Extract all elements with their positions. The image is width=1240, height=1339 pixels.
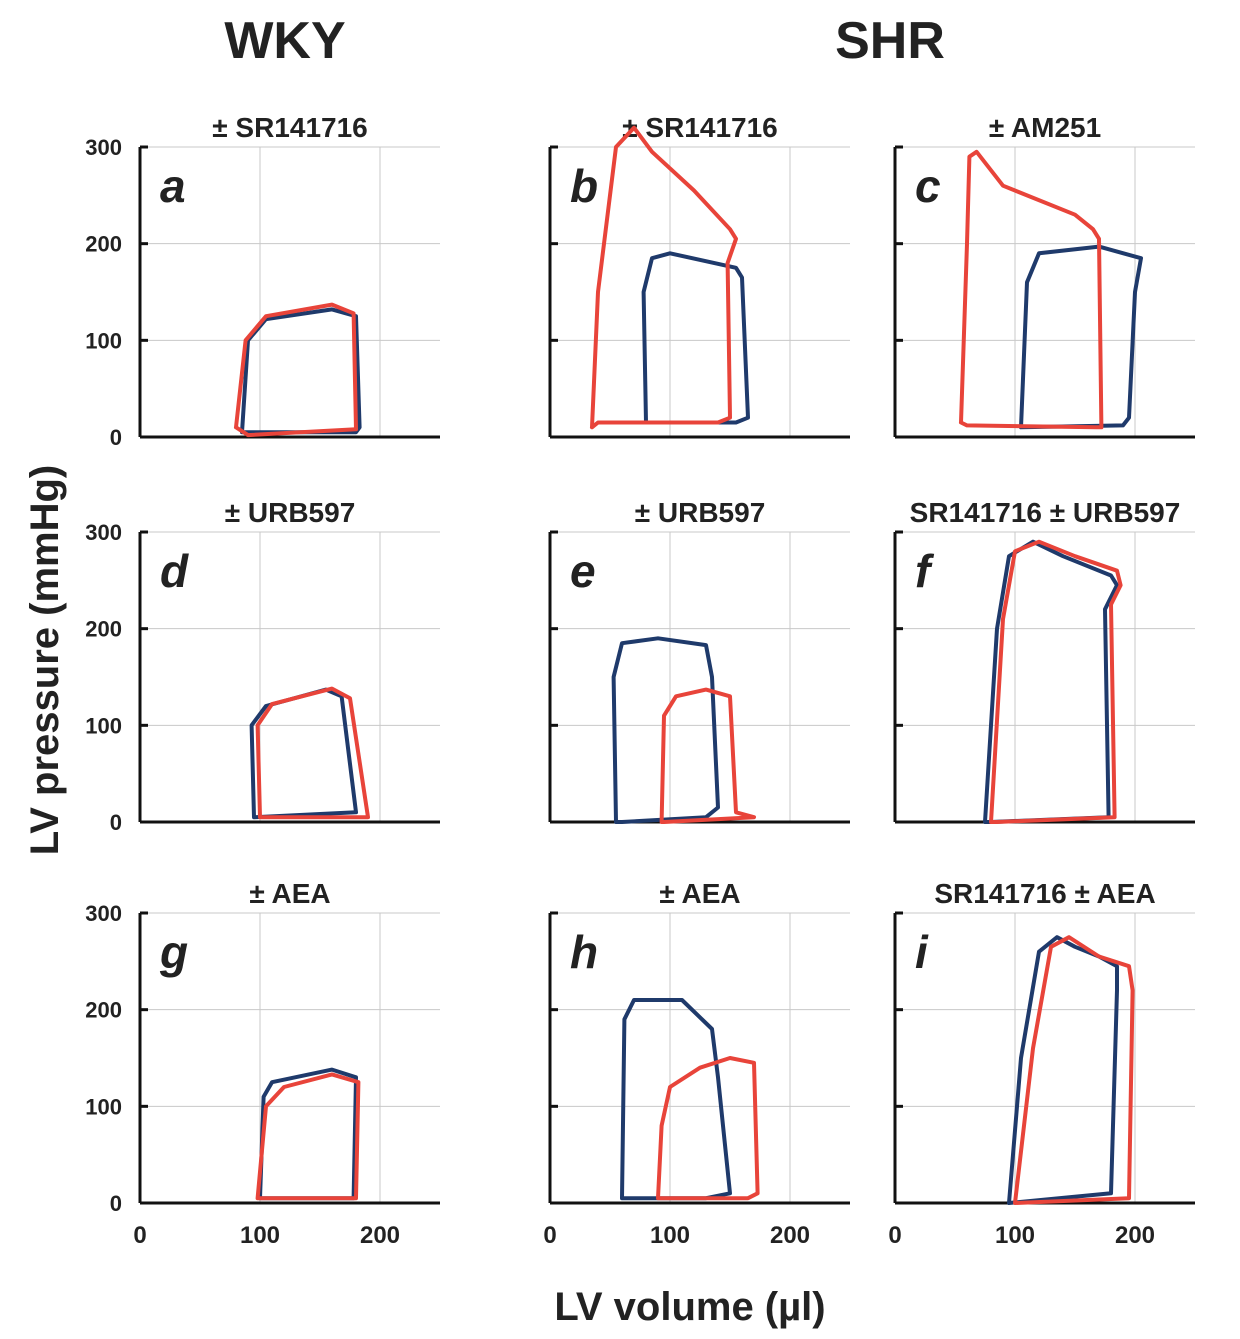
panel-letter: f xyxy=(915,545,935,597)
pv-loop xyxy=(611,636,720,824)
pv-loop xyxy=(983,539,1119,824)
y-tick-label: 200 xyxy=(85,232,122,257)
y-tick-label: 0 xyxy=(110,425,122,450)
y-tick-label: 100 xyxy=(85,713,122,738)
panel-letter: h xyxy=(570,926,598,978)
pv-loop xyxy=(656,1056,760,1201)
panel-letter: c xyxy=(915,160,941,212)
y-tick-label: 200 xyxy=(85,998,122,1023)
panel-title: ± SR141716 xyxy=(212,112,367,143)
panel-title: ± AEA xyxy=(249,878,330,909)
panel-title: ± AEA xyxy=(659,878,740,909)
panel-letter: b xyxy=(570,160,598,212)
x-tick-label: 100 xyxy=(995,1222,1035,1249)
y-tick-label: 100 xyxy=(85,328,122,353)
panel-letter: d xyxy=(160,545,189,597)
pv-loop xyxy=(959,149,1104,430)
pv-loop xyxy=(641,251,750,425)
pv-loop xyxy=(255,1072,361,1201)
y-tick-label: 100 xyxy=(85,1094,122,1119)
x-tick-label: 200 xyxy=(1115,1222,1155,1249)
pv-loop xyxy=(234,302,358,438)
x-tick-label: 0 xyxy=(543,1222,556,1249)
pv-loop xyxy=(255,686,370,820)
y-tick-label: 300 xyxy=(85,135,122,160)
y-tick-label: 0 xyxy=(110,810,122,835)
y-tick-label: 300 xyxy=(85,901,122,926)
x-tick-label: 200 xyxy=(770,1222,810,1249)
y-axis-label: LV pressure (mmHg) xyxy=(23,465,67,855)
y-tick-label: 0 xyxy=(110,1191,122,1216)
pv-loop xyxy=(1007,935,1119,1205)
panel-title: ± URB597 xyxy=(635,497,766,528)
panel-letter: a xyxy=(160,160,186,212)
panel-title: ± SR141716 xyxy=(622,112,777,143)
x-tick-label: 0 xyxy=(888,1222,901,1249)
x-tick-label: 200 xyxy=(360,1222,400,1249)
pv-loop xyxy=(590,125,738,430)
panel-letter: g xyxy=(159,926,188,978)
y-tick-label: 300 xyxy=(85,520,122,545)
column-header: WKY xyxy=(224,12,345,70)
x-tick-label: 100 xyxy=(650,1222,690,1249)
panel-title: ± AM251 xyxy=(989,112,1101,143)
panel-letter: i xyxy=(915,926,929,978)
y-tick-label: 200 xyxy=(85,617,122,642)
pv-loop xyxy=(659,687,756,824)
pv-loop xyxy=(1019,244,1143,430)
pv-loop xyxy=(620,998,732,1201)
column-header: SHR xyxy=(835,12,945,70)
pv-loop xyxy=(258,1067,358,1201)
x-tick-label: 0 xyxy=(133,1222,146,1249)
panel-title: SR141716 ± AEA xyxy=(934,878,1155,909)
panel-title: ± URB597 xyxy=(225,497,356,528)
x-tick-label: 100 xyxy=(240,1222,280,1249)
pv-loop xyxy=(1013,935,1135,1205)
x-axis-label: LV volume (µl) xyxy=(554,1285,825,1329)
panel-title: SR141716 ± URB597 xyxy=(910,497,1181,528)
pv-loop xyxy=(989,539,1123,824)
panel-letter: e xyxy=(570,545,596,597)
